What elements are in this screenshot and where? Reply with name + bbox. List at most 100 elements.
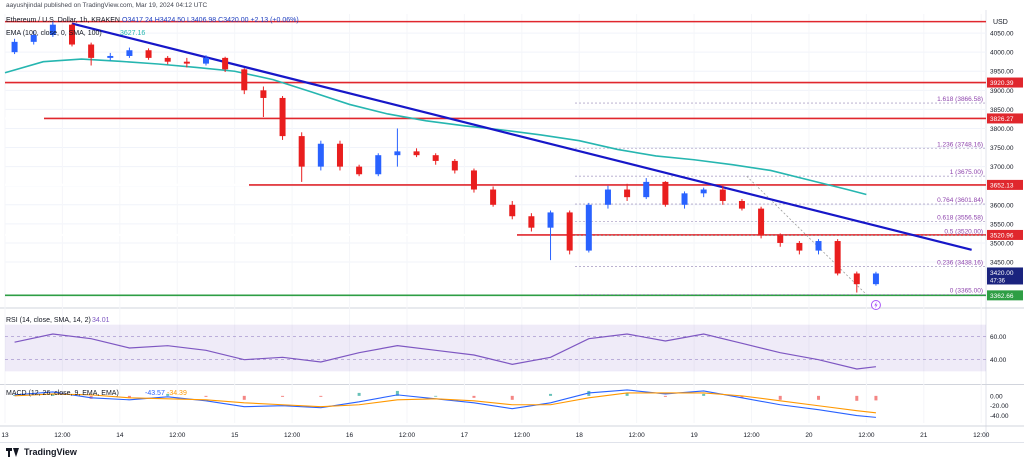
candle-body[interactable]: [222, 57, 229, 70]
macd-histogram-bar: [625, 392, 629, 396]
x-tick-label: 12:00: [629, 432, 646, 439]
lightning-icon-glyph: [874, 301, 878, 309]
x-tick-label: 12:00: [743, 432, 760, 439]
price-panel: 1.618 (3866.58) 1.236 (3748.16) 1 (3675.00…: [4, 20, 986, 310]
macd-histogram-bar: [242, 395, 246, 400]
candle-body[interactable]: [298, 136, 305, 167]
price-tag-label: 3920.39: [990, 80, 1014, 87]
candle-body[interactable]: [11, 41, 18, 53]
x-tick-label: 19: [690, 432, 698, 439]
candle-body[interactable]: [547, 212, 554, 228]
candle-body[interactable]: [432, 155, 439, 161]
rsi-line[interactable]: [14, 333, 877, 370]
candle-body[interactable]: [30, 34, 37, 42]
candle-body[interactable]: [126, 50, 133, 56]
publisher-caption: aayushjindal published on TradingView.co…: [6, 2, 208, 9]
macd-tick-label: 0.00: [990, 393, 1003, 400]
footer-bar: TradingView: [0, 442, 1024, 462]
fib-level-label: 0.764 (3601.84): [937, 197, 983, 204]
macd-histogram-bar: [663, 395, 667, 397]
x-tick-label: 16: [346, 432, 354, 439]
bar-countdown: 47:36: [990, 278, 1006, 284]
candle-body[interactable]: [356, 166, 363, 175]
candle-body[interactable]: [394, 151, 401, 156]
candle-body[interactable]: [375, 155, 382, 175]
x-tick-label: 13: [1, 432, 9, 439]
candle-body[interactable]: [585, 204, 592, 251]
y-tick-label: 3500.00: [990, 240, 1014, 247]
candle-body[interactable]: [413, 151, 420, 156]
candle-body[interactable]: [145, 50, 152, 58]
macd-histogram-bar: [778, 395, 782, 400]
candle-body[interactable]: [509, 204, 516, 217]
y-tick-label: 4000.00: [990, 50, 1014, 57]
candle-body[interactable]: [202, 57, 209, 64]
rsi-tick-label: 60.00: [990, 334, 1007, 341]
candle-body[interactable]: [164, 57, 171, 62]
ohlc-legend: O3417.24 H3424.50 L3406.98 C3420.00 +2.1…: [122, 17, 299, 24]
rsi-tick-label: 40.00: [990, 357, 1007, 364]
x-tick-label: 12:00: [858, 432, 875, 439]
candle-body[interactable]: [451, 160, 458, 171]
y-tick-label: 4050.00: [990, 31, 1014, 38]
candle-body[interactable]: [758, 208, 765, 236]
footer-brand: TradingView: [24, 447, 77, 457]
price-tag: [987, 229, 1023, 240]
macd-panel: [13, 389, 878, 418]
x-tick-label: 12:00: [54, 432, 71, 439]
candle-body[interactable]: [49, 24, 56, 35]
fib-level-label: 1.236 (3748.16): [937, 141, 983, 148]
candle-body[interactable]: [604, 189, 611, 205]
candle-body[interactable]: [88, 44, 95, 58]
candle-body[interactable]: [260, 90, 267, 98]
candle-body[interactable]: [853, 273, 860, 285]
candle-body[interactable]: [470, 170, 477, 190]
bearish-trendline[interactable]: [71, 22, 972, 251]
axes: USD3450.003500.003550.003600.003650.0037…: [1, 19, 1023, 439]
candle-body[interactable]: [317, 143, 324, 167]
candle-body[interactable]: [490, 189, 497, 205]
macd-histogram-bar: [472, 395, 476, 398]
candle-body[interactable]: [107, 55, 114, 58]
macd-histogram-bar: [434, 395, 438, 397]
candle-body[interactable]: [566, 212, 573, 251]
candle-body[interactable]: [624, 189, 631, 198]
candle-body[interactable]: [662, 181, 669, 205]
tradingview-logo[interactable]: TradingView: [6, 447, 77, 457]
candle-body[interactable]: [719, 189, 726, 201]
candle-body[interactable]: [777, 235, 784, 243]
candle-body[interactable]: [815, 241, 822, 251]
y-tick-label: 3900.00: [990, 88, 1014, 95]
macd-legend-value-1: -43.57: [145, 390, 165, 397]
y-tick-label: 3450.00: [990, 260, 1014, 267]
candle-body[interactable]: [872, 273, 879, 285]
price-tag: [987, 179, 1023, 190]
currency-label: USD: [993, 19, 1008, 26]
y-tick-label: 3850.00: [990, 107, 1014, 114]
candle-body[interactable]: [834, 241, 841, 274]
candle-body[interactable]: [68, 24, 75, 45]
macd-signal-line[interactable]: [14, 392, 876, 414]
ema-legend: EMA (100, close, 0, SMA, 100): [6, 30, 102, 37]
support-tag-label: 3362.66: [990, 293, 1014, 300]
candle-body[interactable]: [183, 61, 190, 64]
candle-body[interactable]: [700, 189, 707, 194]
macd-line[interactable]: [14, 389, 876, 418]
candle-body[interactable]: [681, 193, 688, 205]
x-tick-label: 12:00: [284, 432, 301, 439]
candle-body[interactable]: [738, 200, 745, 209]
ema-line[interactable]: [4, 58, 867, 196]
candle-body[interactable]: [528, 216, 535, 228]
price-tag-label: 3520.96: [990, 232, 1014, 239]
macd-histogram-bar: [510, 395, 514, 400]
candle-body[interactable]: [279, 97, 286, 137]
macd-histogram-bar: [51, 393, 55, 396]
price-tag: [987, 113, 1023, 124]
macd-histogram-bar: [319, 395, 323, 397]
y-tick-label: 3600.00: [990, 202, 1014, 209]
candle-body[interactable]: [241, 69, 248, 91]
candle-body[interactable]: [336, 143, 343, 167]
candle-body[interactable]: [796, 242, 803, 251]
candle-body[interactable]: [643, 181, 650, 198]
